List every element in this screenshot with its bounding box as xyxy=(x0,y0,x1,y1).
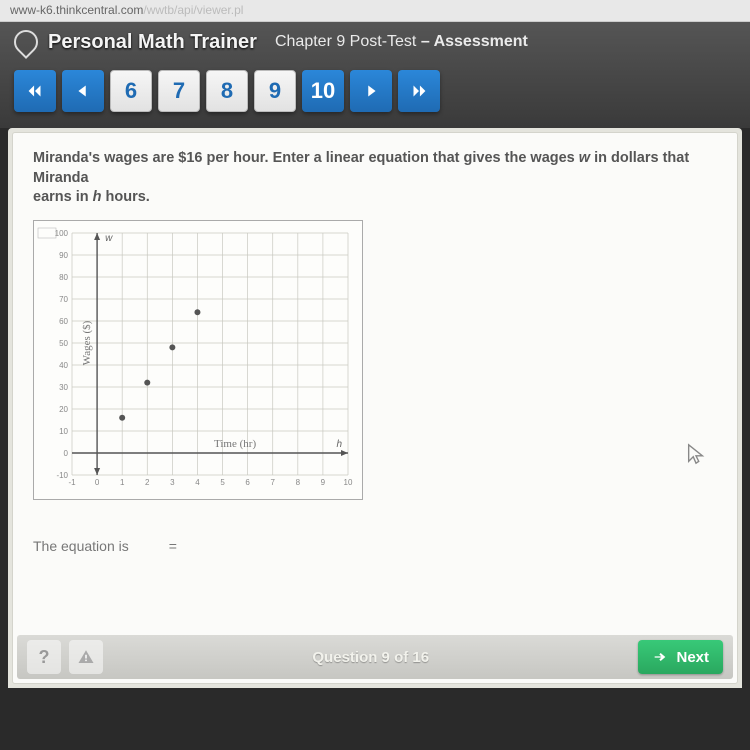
help-button[interactable]: ? xyxy=(27,640,61,674)
svg-text:w: w xyxy=(105,233,113,244)
footer-bar: ? Question 9 of 16 Next xyxy=(17,635,733,679)
app-logo-icon xyxy=(14,30,38,54)
last-page-button[interactable] xyxy=(398,70,440,112)
svg-text:h: h xyxy=(336,439,342,450)
page-buttons: 678910 xyxy=(110,70,344,112)
chapter-label: Chapter 9 Post-Test – Assessment xyxy=(275,33,528,51)
browser-address-bar: www-k6.thinkcentral.com/wwtb/api/viewer.… xyxy=(0,0,750,22)
arrow-right-icon xyxy=(652,649,668,665)
svg-text:50: 50 xyxy=(59,339,68,348)
svg-text:10: 10 xyxy=(344,478,353,487)
question-nav-bar: 678910 xyxy=(0,64,750,122)
double-chevron-right-icon xyxy=(408,80,430,102)
svg-text:4: 4 xyxy=(195,478,200,487)
svg-text:5: 5 xyxy=(220,478,225,487)
svg-text:20: 20 xyxy=(59,405,68,414)
title-bar: Personal Math Trainer Chapter 9 Post-Tes… xyxy=(0,22,750,64)
content-area: Miranda's wages are $16 per hour. Enter … xyxy=(8,128,742,688)
chevron-right-icon xyxy=(360,80,382,102)
svg-text:8: 8 xyxy=(296,478,301,487)
help-icon: ? xyxy=(39,647,50,668)
svg-text:40: 40 xyxy=(59,361,68,370)
scatter-chart: -100102030405060708090100-1012345678910w… xyxy=(36,227,356,497)
page-button-10[interactable]: 10 xyxy=(302,70,344,112)
equation-label: The equation is xyxy=(33,538,129,554)
chevron-left-icon xyxy=(72,80,94,102)
app-title: Personal Math Trainer xyxy=(48,31,257,54)
svg-text:30: 30 xyxy=(59,383,68,392)
app-shell: Personal Math Trainer Chapter 9 Post-Tes… xyxy=(0,22,750,128)
report-button[interactable] xyxy=(69,640,103,674)
svg-text:80: 80 xyxy=(59,273,68,282)
first-page-button[interactable] xyxy=(14,70,56,112)
svg-text:90: 90 xyxy=(59,251,68,260)
next-label: Next xyxy=(676,649,709,666)
svg-text:-10: -10 xyxy=(56,471,68,480)
svg-text:10: 10 xyxy=(59,427,68,436)
chart-container: -100102030405060708090100-1012345678910w… xyxy=(33,220,363,500)
svg-text:0: 0 xyxy=(95,478,100,487)
svg-text:Wages ($): Wages ($) xyxy=(81,320,93,365)
prev-page-button[interactable] xyxy=(62,70,104,112)
svg-text:Time (hr): Time (hr) xyxy=(214,438,256,450)
next-page-button[interactable] xyxy=(350,70,392,112)
next-button[interactable]: Next xyxy=(638,640,723,674)
svg-text:0: 0 xyxy=(64,449,69,458)
warning-icon xyxy=(77,648,95,666)
page-button-6[interactable]: 6 xyxy=(110,70,152,112)
svg-text:-1: -1 xyxy=(68,478,76,487)
svg-text:100: 100 xyxy=(55,229,69,238)
equals-sign: = xyxy=(169,538,177,554)
equation-row: The equation is = xyxy=(33,538,717,554)
svg-text:70: 70 xyxy=(59,295,68,304)
url-visible: www-k6.thinkcentral.com xyxy=(10,3,143,17)
question-counter: Question 9 of 16 xyxy=(111,649,630,666)
double-chevron-left-icon xyxy=(24,80,46,102)
question-card: Miranda's wages are $16 per hour. Enter … xyxy=(12,132,738,684)
page-button-8[interactable]: 8 xyxy=(206,70,248,112)
page-button-7[interactable]: 7 xyxy=(158,70,200,112)
svg-text:9: 9 xyxy=(321,478,326,487)
svg-text:1: 1 xyxy=(120,478,125,487)
svg-text:60: 60 xyxy=(59,317,68,326)
cursor-icon xyxy=(685,443,707,465)
svg-text:7: 7 xyxy=(271,478,276,487)
svg-text:2: 2 xyxy=(145,478,150,487)
url-faded: /wwtb/api/viewer.pl xyxy=(143,3,243,17)
page-button-9[interactable]: 9 xyxy=(254,70,296,112)
svg-text:6: 6 xyxy=(245,478,250,487)
question-text: Miranda's wages are $16 per hour. Enter … xyxy=(33,149,717,208)
svg-text:3: 3 xyxy=(170,478,175,487)
